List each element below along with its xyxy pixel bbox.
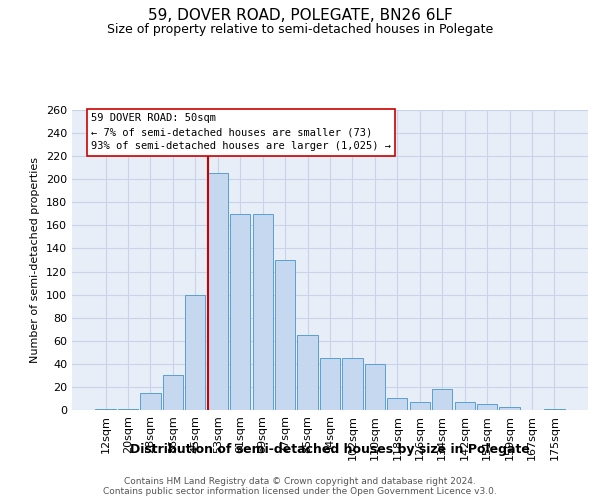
Bar (477, 404, 497, 410)
Bar (432, 389, 452, 410)
Bar (387, 398, 407, 410)
Bar (410, 402, 430, 410)
Text: 59, DOVER ROAD, POLEGATE, BN26 6LF: 59, DOVER ROAD, POLEGATE, BN26 6LF (148, 8, 452, 22)
Bar (343, 358, 362, 410)
Bar (320, 358, 340, 410)
Text: Distribution of semi-detached houses by size in Polegate: Distribution of semi-detached houses by … (130, 442, 530, 456)
Y-axis label: Number of semi-detached properties: Number of semi-detached properties (31, 157, 40, 363)
Bar (298, 335, 317, 410)
Bar (499, 406, 520, 410)
Text: 59 DOVER ROAD: 50sqm
← 7% of semi-detached houses are smaller (73)
93% of semi-d: 59 DOVER ROAD: 50sqm ← 7% of semi-detach… (91, 114, 391, 152)
Bar (95, 409, 116, 410)
Text: Contains public sector information licensed under the Open Government Licence v3: Contains public sector information licen… (103, 488, 497, 496)
Bar (140, 392, 161, 410)
Bar (118, 409, 138, 410)
Bar (230, 214, 250, 410)
Text: Size of property relative to semi-detached houses in Polegate: Size of property relative to semi-detach… (107, 22, 493, 36)
Bar (275, 260, 295, 410)
Bar (163, 376, 183, 410)
Text: Contains HM Land Registry data © Crown copyright and database right 2024.: Contains HM Land Registry data © Crown c… (124, 478, 476, 486)
Bar (544, 409, 565, 410)
Bar (365, 364, 385, 410)
Bar (455, 402, 475, 410)
Bar (253, 214, 273, 410)
Bar (208, 174, 228, 410)
Bar (185, 294, 205, 410)
